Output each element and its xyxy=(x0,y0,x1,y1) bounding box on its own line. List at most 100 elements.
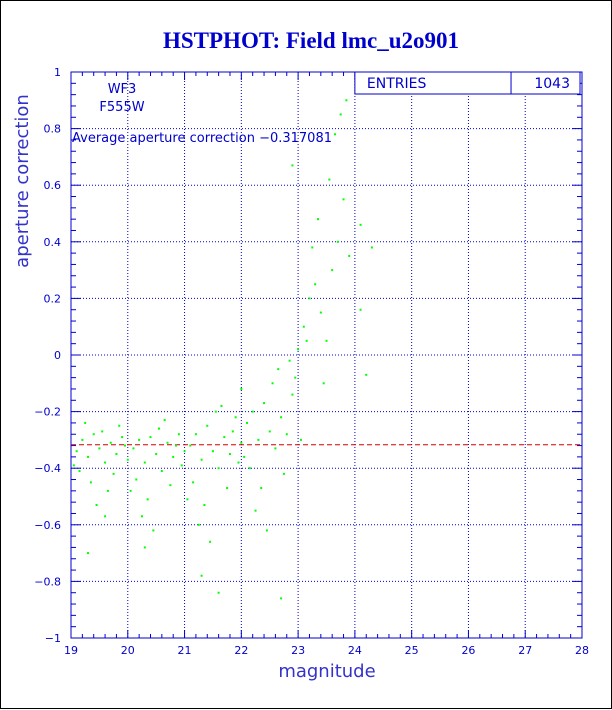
data-point xyxy=(263,402,266,405)
stats-box-frame xyxy=(354,71,581,95)
data-point xyxy=(200,458,203,461)
data-point xyxy=(169,484,172,487)
data-point xyxy=(322,382,325,385)
data-point xyxy=(140,515,143,518)
data-point xyxy=(234,416,237,419)
data-point xyxy=(288,359,291,362)
data-point xyxy=(138,438,141,441)
data-point xyxy=(299,438,302,441)
data-point xyxy=(115,453,118,456)
x-tick-label: 22 xyxy=(234,644,248,657)
data-point xyxy=(121,436,124,439)
data-point xyxy=(152,529,155,532)
data-point xyxy=(95,503,98,506)
data-point xyxy=(297,348,300,351)
x-tick-label: 23 xyxy=(291,644,305,657)
data-point xyxy=(163,419,166,422)
stats-box: ENTRIES 1043 xyxy=(354,71,581,95)
data-point xyxy=(189,444,192,447)
data-point xyxy=(160,470,163,473)
data-point xyxy=(325,339,328,342)
data-point xyxy=(246,421,249,424)
data-point xyxy=(81,438,84,441)
data-point xyxy=(254,509,257,512)
data-point xyxy=(84,421,87,424)
data-point xyxy=(155,453,158,456)
data-point xyxy=(291,164,294,167)
data-point xyxy=(282,472,285,475)
data-point xyxy=(143,546,146,549)
data-point xyxy=(214,410,217,413)
data-point xyxy=(192,481,195,484)
average-value: −0.317081 xyxy=(259,131,332,146)
y-tick-label: −0.4 xyxy=(34,462,61,475)
data-point xyxy=(302,325,305,328)
axis-ticks: 19 20 21 22 23 24 25 26 27 28 −1 −0.8 −0.6 −0.4 −0.2 0 0… xyxy=(34,66,589,657)
data-point xyxy=(209,540,212,543)
data-point xyxy=(197,523,200,526)
data-point xyxy=(175,444,178,447)
data-point xyxy=(123,444,126,447)
data-point xyxy=(316,218,319,221)
data-point xyxy=(231,430,234,433)
stats-entries-label: ENTRIES xyxy=(367,76,427,92)
data-point xyxy=(104,515,107,518)
data-point xyxy=(78,470,81,473)
data-point xyxy=(132,447,135,450)
data-point xyxy=(194,433,197,436)
data-point xyxy=(248,467,251,470)
data-point xyxy=(257,438,260,441)
data-point xyxy=(243,455,246,458)
data-point xyxy=(331,269,334,272)
data-point xyxy=(109,441,112,444)
data-point xyxy=(268,430,271,433)
y-tick-label: 0.8 xyxy=(44,123,62,136)
y-tick-label: −1 xyxy=(45,632,61,645)
data-point xyxy=(277,368,280,371)
data-point xyxy=(211,450,214,453)
data-point xyxy=(106,489,109,492)
data-point xyxy=(308,297,311,300)
data-point xyxy=(186,498,189,501)
data-point xyxy=(237,461,240,464)
data-point xyxy=(206,424,209,427)
data-point xyxy=(143,461,146,464)
x-tick-label: 19 xyxy=(64,644,78,657)
data-point xyxy=(101,430,104,433)
data-point xyxy=(180,464,183,467)
chart-title: HSTPHOT: Field lmc_u2o901 xyxy=(163,28,459,53)
data-point xyxy=(217,591,220,594)
data-point xyxy=(118,424,121,427)
data-point xyxy=(228,453,231,456)
data-point xyxy=(280,416,283,419)
y-tick-label: −0.6 xyxy=(34,519,61,532)
data-point xyxy=(336,240,339,243)
data-point xyxy=(240,441,243,444)
data-point xyxy=(166,441,169,444)
filter-label: F555W xyxy=(99,100,144,115)
y-tick-label: −0.8 xyxy=(34,575,61,588)
y-tick-label: −0.2 xyxy=(34,406,61,419)
data-point xyxy=(365,373,368,376)
x-tick-label: 27 xyxy=(518,644,532,657)
data-point xyxy=(158,427,161,430)
x-tick-label: 24 xyxy=(348,644,362,657)
average-annotation: Average aperture correction −0.317081 xyxy=(72,131,332,146)
data-point xyxy=(359,308,362,311)
data-point xyxy=(200,574,203,577)
data-point xyxy=(274,447,277,450)
data-point xyxy=(217,467,220,470)
data-point xyxy=(265,529,268,532)
chip-label: WF3 xyxy=(108,82,137,97)
y-tick-label: 0.6 xyxy=(44,179,62,192)
data-point xyxy=(177,433,180,436)
data-point xyxy=(305,339,308,342)
data-point xyxy=(172,455,175,458)
x-axis-title: magnitude xyxy=(278,661,375,682)
data-point xyxy=(280,597,283,600)
data-point xyxy=(135,478,138,481)
y-tick-label: 0 xyxy=(54,349,61,362)
data-point xyxy=(92,433,95,436)
